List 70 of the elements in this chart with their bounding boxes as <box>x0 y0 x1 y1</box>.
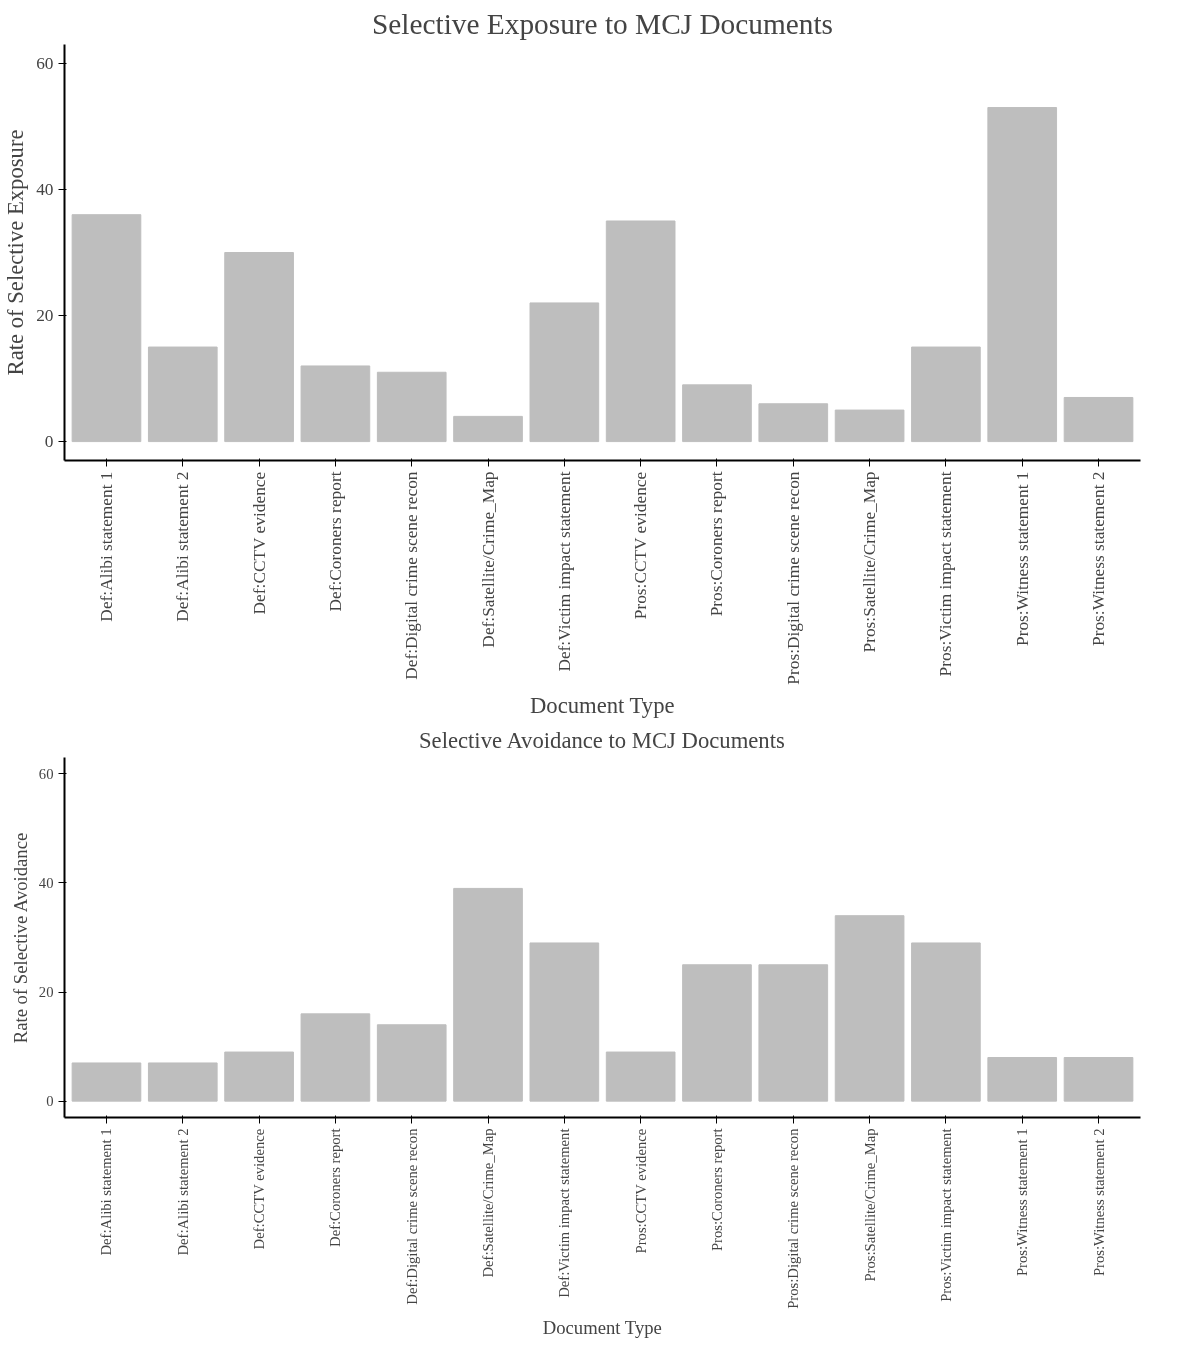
bar <box>834 409 905 443</box>
bar <box>376 371 447 443</box>
bar <box>300 365 371 443</box>
x-tick-label: Def:Digital crime scene recon <box>402 471 422 680</box>
x-tick-label: Pros:CCTV evidence <box>632 1128 649 1254</box>
bar <box>834 915 905 1102</box>
x-tick-label: Pros:Coroners report <box>708 1128 725 1252</box>
x-tick-label: Def:Alibi statement 2 <box>174 1128 191 1256</box>
bar <box>605 1051 676 1102</box>
x-tick-label: Def:CCTV evidence <box>249 471 269 615</box>
x-tick-label: Def:Satellite/Crime_Map <box>480 1128 497 1278</box>
x-tick-label: Pros:Witness statement 2 <box>1089 471 1109 646</box>
bar <box>71 1062 142 1102</box>
y-axis-title: Rate of Selective Exposure <box>3 129 29 376</box>
x-tick-label: Def:CCTV evidence <box>251 1128 268 1250</box>
bar <box>911 942 981 1102</box>
x-tick-label: Def:Coroners report <box>325 471 345 612</box>
x-tick-label: Def:Coroners report <box>327 1128 344 1247</box>
bar <box>987 107 1058 443</box>
x-tick-label: Pros:Satellite/Crime_Map <box>860 471 880 653</box>
bar <box>224 1051 294 1102</box>
bar <box>682 964 752 1102</box>
x-tick-label: Def:Victim impact statement <box>556 1128 573 1298</box>
y-tick-label: 20 <box>36 306 54 326</box>
y-tick-label: 0 <box>44 432 54 452</box>
bar <box>1063 396 1134 443</box>
x-tick-label: Pros:Witness statement 2 <box>1090 1128 1107 1277</box>
x-tick-label: Pros:Victim impact statement <box>936 471 956 677</box>
x-tick-label: Pros:CCTV evidence <box>631 471 651 620</box>
x-tick-label: Pros:Witness statement 1 <box>1012 471 1032 646</box>
y-tick-label: 0 <box>46 1093 54 1110</box>
y-tick-label: 40 <box>36 179 54 199</box>
x-tick-label: Pros:Satellite/Crime_Map <box>861 1128 878 1282</box>
x-tick-label: Def:Alibi statement 2 <box>173 471 193 622</box>
bar <box>758 403 829 443</box>
bar <box>605 220 676 443</box>
bar <box>1063 1057 1134 1102</box>
y-tick-label: 60 <box>38 765 54 782</box>
bar <box>71 214 142 443</box>
x-axis-title: Document Type <box>542 1316 662 1338</box>
y-tick-label: 60 <box>36 53 54 73</box>
x-tick-label: Def:Alibi statement 1 <box>96 471 116 622</box>
x-tick-label: Pros:Victim impact statement <box>937 1128 954 1302</box>
x-tick-label: Pros:Digital crime scene recon <box>785 1127 802 1309</box>
x-tick-label: Pros:Digital crime scene recon <box>783 471 803 685</box>
x-tick-label: Pros:Coroners report <box>707 471 727 617</box>
x-tick-label: Pros:Witness statement 1 <box>1014 1128 1031 1277</box>
y-tick-label: 40 <box>38 874 54 891</box>
bar <box>147 1062 218 1102</box>
bar <box>911 346 981 443</box>
bar <box>147 346 218 443</box>
bar <box>224 252 294 443</box>
bar <box>529 942 600 1102</box>
x-axis-title: Document Type <box>530 692 675 718</box>
chart-title: Selective Avoidance to MCJ Documents <box>418 727 785 753</box>
x-tick-label: Def:Satellite/Crime_Map <box>478 471 498 648</box>
x-tick-label: Def:Digital crime scene recon <box>403 1127 420 1305</box>
x-tick-label: Def:Alibi statement 1 <box>98 1128 115 1256</box>
y-axis-title: Rate of Selective Avoidance <box>9 832 31 1044</box>
bar <box>682 384 752 443</box>
bar <box>987 1057 1058 1102</box>
bar <box>300 1013 371 1102</box>
bar <box>453 415 523 443</box>
bar <box>758 964 829 1102</box>
y-tick-label: 20 <box>38 984 54 1001</box>
bar <box>529 302 600 443</box>
bar <box>376 1024 447 1102</box>
bar <box>453 887 523 1102</box>
x-tick-label: Def:Victim impact statement <box>554 471 574 672</box>
chart-title: Selective Exposure to MCJ Documents <box>371 7 834 40</box>
